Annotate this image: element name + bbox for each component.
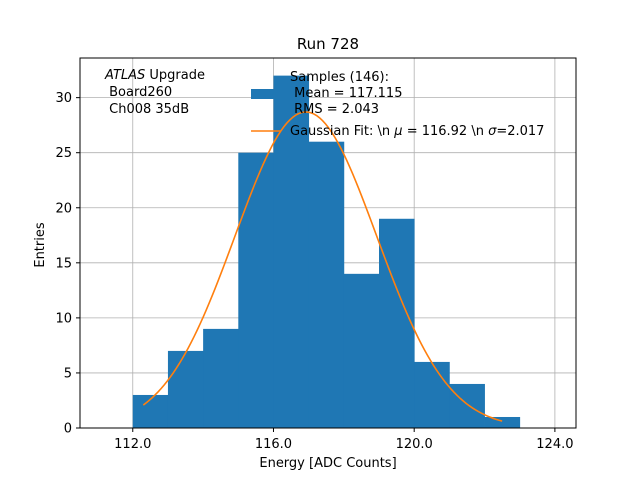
x-tick-label-3: 124.0 <box>536 437 573 452</box>
legend-fit-prefix: Gaussian Fit: \n <box>290 124 394 139</box>
y-tick-label-2: 10 <box>55 311 72 326</box>
annotation-line-3: Ch008 35dB <box>105 102 189 117</box>
histogram-bar-2 <box>203 328 239 428</box>
histogram-bar-9 <box>449 383 485 428</box>
histogram-bar-0 <box>132 394 169 428</box>
histogram-bar-5 <box>308 141 345 428</box>
y-tick-label-6: 30 <box>55 91 72 106</box>
legend-fit-sigma: σ <box>488 124 497 139</box>
gaussian-fit-curve <box>142 111 503 422</box>
annotation-line-1: ATLAS Upgrade <box>104 68 205 83</box>
y-tick-label-0: 0 <box>64 422 72 437</box>
annotation-line-2: Board260 <box>105 85 172 100</box>
annotation-upgrade: Upgrade <box>145 68 205 83</box>
y-tick-label-5: 25 <box>55 146 72 161</box>
histogram-bar-7 <box>379 218 415 428</box>
x-tick-label-2: 120.0 <box>396 437 433 452</box>
y-tick-label-4: 20 <box>55 201 72 216</box>
legend-fit-mid: = 116.92 \n <box>403 124 489 139</box>
legend-hist-line-2: Mean = 117.115 <box>290 86 402 101</box>
legend-hist-line-3: RMS = 2.043 <box>290 102 379 117</box>
histogram-bar-6 <box>343 273 380 428</box>
chart-title: Run 728 <box>297 35 359 53</box>
legend-hist-swatch <box>251 89 281 99</box>
legend-fit-end: =2.017 <box>496 124 544 139</box>
legend-fit-mu: μ <box>393 124 402 139</box>
legend: Samples (146): Mean = 117.115 RMS = 2.04… <box>251 70 544 139</box>
annotation-atlas: ATLAS <box>104 68 145 83</box>
y-tick-label-1: 5 <box>64 366 72 381</box>
y-axis-title: Entries <box>33 222 48 268</box>
y-tick-label-3: 15 <box>55 256 72 271</box>
x-tick-label-1: 116.0 <box>255 437 292 452</box>
atlas-annotation: ATLAS Upgrade Board260 Ch008 35dB <box>104 68 205 117</box>
x-tick-label-0: 112.0 <box>114 437 151 452</box>
legend-hist-line-1: Samples (146): <box>290 70 389 85</box>
legend-fit-label: Gaussian Fit: \n μ = 116.92 \n σ=2.017 <box>290 124 544 139</box>
x-axis-title: Energy [ADC Counts] <box>259 456 396 471</box>
histogram-bar-8 <box>414 361 450 428</box>
axes: 112.0 116.0 120.0 124.0 0 5 10 15 20 25 30 <box>55 91 573 452</box>
plot-frame <box>79 57 577 429</box>
histogram-bar-3 <box>238 152 274 428</box>
histogram-bar-10 <box>484 416 521 428</box>
gaussian-fit <box>142 111 503 422</box>
histogram-bar-1 <box>167 350 204 428</box>
